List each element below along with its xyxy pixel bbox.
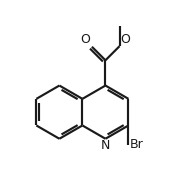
Text: Br: Br xyxy=(129,138,143,151)
Text: O: O xyxy=(121,33,131,46)
Text: O: O xyxy=(81,33,90,46)
Text: N: N xyxy=(101,139,110,152)
